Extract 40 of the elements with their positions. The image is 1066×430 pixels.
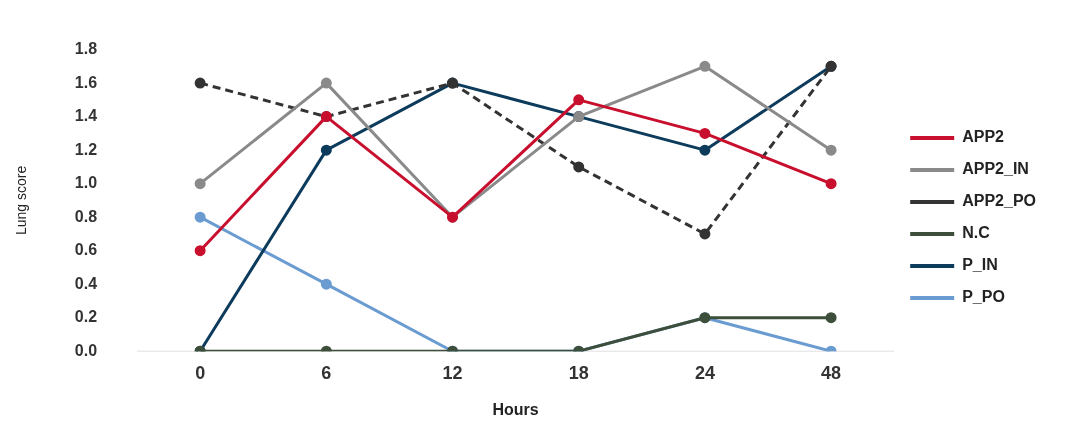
x-axis-title: Hours xyxy=(492,400,539,418)
y-tick-label: 0.6 xyxy=(74,241,98,259)
point xyxy=(699,60,711,72)
x-tick-label: 24 xyxy=(694,362,715,383)
point xyxy=(320,144,332,156)
legend-label: N.C xyxy=(962,224,991,242)
x-tick-label: 48 xyxy=(821,362,842,383)
x-tick-label: 0 xyxy=(195,362,206,383)
y-tick-label: 1.0 xyxy=(74,174,98,192)
point xyxy=(320,77,332,89)
y-tick-label: 0.0 xyxy=(74,341,98,359)
y-tick-label: 1.4 xyxy=(74,107,98,125)
point xyxy=(825,312,837,324)
point xyxy=(320,278,332,290)
point xyxy=(194,178,206,190)
y-tick-label: 0.8 xyxy=(74,207,98,225)
point xyxy=(573,161,585,173)
x-tick-label: 6 xyxy=(321,362,332,383)
point xyxy=(699,127,711,139)
y-tick-label: 0.2 xyxy=(74,308,98,326)
legend-label: APP2 xyxy=(962,128,1005,146)
legend-label: APP2_IN xyxy=(962,160,1029,178)
y-tick-label: 1.8 xyxy=(74,40,98,58)
legend-label: P_IN xyxy=(962,256,998,274)
legend-label: P_PO xyxy=(962,288,1005,306)
point xyxy=(699,144,711,156)
x-tick-label: 12 xyxy=(442,362,463,383)
y-tick-label: 1.6 xyxy=(74,73,98,91)
point xyxy=(573,94,585,106)
point xyxy=(699,228,711,240)
y-axis-title: Lung score xyxy=(13,165,30,236)
point xyxy=(825,144,837,156)
x-tick-label: 18 xyxy=(568,362,589,383)
point xyxy=(194,245,206,257)
point xyxy=(194,211,206,223)
point xyxy=(194,77,206,89)
legend-label: APP2_PO xyxy=(962,192,1036,210)
point xyxy=(825,178,837,190)
y-tick-label: 0.4 xyxy=(74,274,98,292)
y-tick-label: 1.2 xyxy=(74,140,98,158)
